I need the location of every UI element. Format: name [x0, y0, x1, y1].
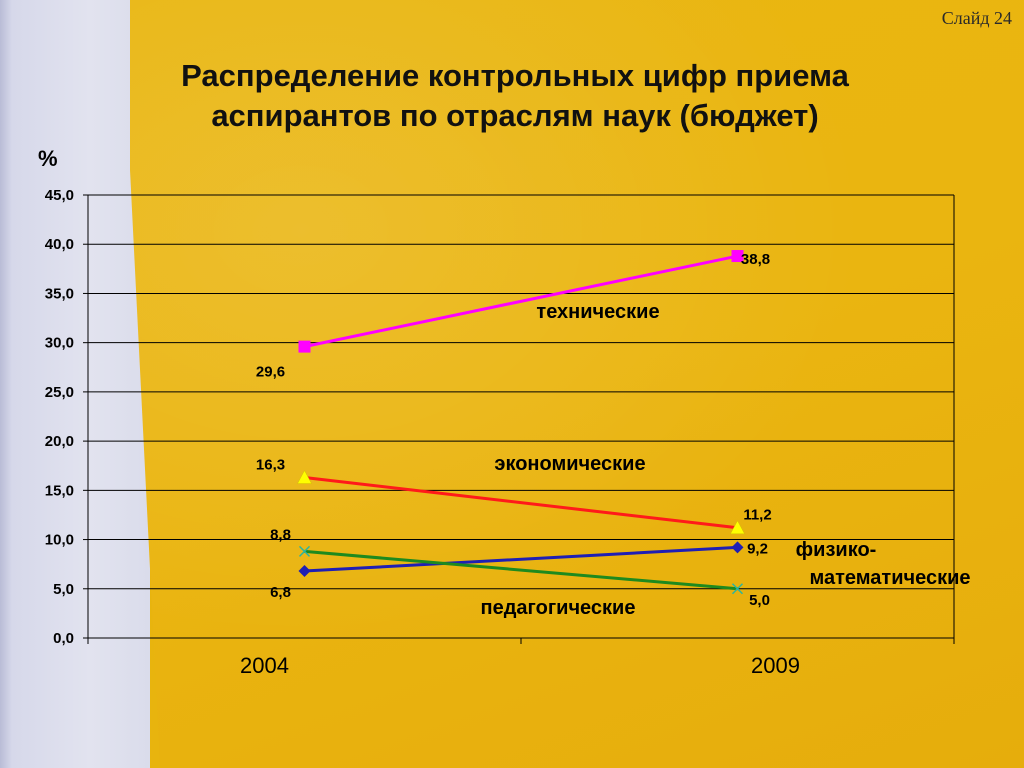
data-point-square: [298, 340, 311, 353]
series-line: [304, 549, 738, 591]
series-label: экономические: [494, 453, 645, 475]
data-label: 29,6: [256, 364, 285, 381]
y-tick-label: 15,0: [45, 482, 74, 499]
y-tick-label: 30,0: [45, 335, 74, 352]
x-tick-label: 2009: [751, 653, 800, 678]
cross-stroke: [298, 545, 311, 557]
series-label: технические: [536, 301, 659, 323]
data-label: 11,2: [743, 507, 771, 524]
y-axis-label: %: [38, 146, 58, 171]
y-tick-label: 10,0: [45, 532, 74, 549]
y-tick-label: 45,0: [45, 187, 74, 204]
slide-title: Распределение контрольных цифр приема ас…: [120, 56, 910, 136]
series-line: [304, 254, 738, 349]
background-wall: [130, 0, 1024, 768]
series-markers: [297, 250, 745, 595]
y-tick-label: 35,0: [45, 285, 74, 302]
y-tick-label: 40,0: [45, 236, 74, 253]
background-left-panel: [0, 0, 150, 768]
title-line-1: Распределение контрольных цифр приема: [181, 58, 849, 93]
series-line: [304, 476, 738, 530]
data-label: 8,8: [270, 526, 291, 543]
title-line-2: аспирантов по отраслям наук (бюджет): [211, 98, 819, 133]
series-label: педагогические: [481, 597, 636, 619]
data-label: 5,0: [749, 592, 770, 609]
data-labels: 29,6 38,8 16,3 11,2 6,8 9,2 8,8 5,0: [256, 251, 772, 609]
y-tick-label: 0,0: [53, 630, 74, 647]
y-tick-label: 25,0: [45, 384, 74, 401]
series-label: физико-: [796, 539, 877, 561]
cross-stroke: [731, 583, 744, 595]
y-tick-label: 5,0: [53, 581, 74, 598]
series-line: [304, 545, 738, 573]
chart-axes: [87, 195, 955, 644]
series-label: математические: [809, 567, 970, 589]
data-label: 9,2: [747, 540, 768, 557]
x-tick-labels: 2004 2009: [240, 653, 800, 678]
data-point-diamond: [731, 541, 744, 554]
data-label: 16,3: [256, 457, 285, 474]
series-labels: технические экономические физико-математич…: [481, 301, 971, 619]
series-lines: [304, 254, 738, 591]
data-label: 38,8: [741, 251, 770, 268]
data-point-cross: [731, 583, 744, 595]
x-tick-label: 2004: [240, 653, 289, 678]
slide-number: Слайд 24: [941, 8, 1012, 28]
data-point-triangle: [297, 470, 312, 484]
data-point-triangle: [730, 520, 745, 534]
data-label: 6,8: [270, 584, 291, 601]
chart-gridlines: [83, 194, 954, 639]
data-point-cross: [298, 545, 311, 557]
y-tick-label: 20,0: [45, 433, 74, 450]
y-tick-labels: 0,0 5,0 10,0 15,0 20,0 25,0 30,0 35,0 40,0 45,0: [45, 187, 74, 647]
data-point-diamond: [298, 565, 311, 578]
data-point-square: [731, 250, 744, 263]
